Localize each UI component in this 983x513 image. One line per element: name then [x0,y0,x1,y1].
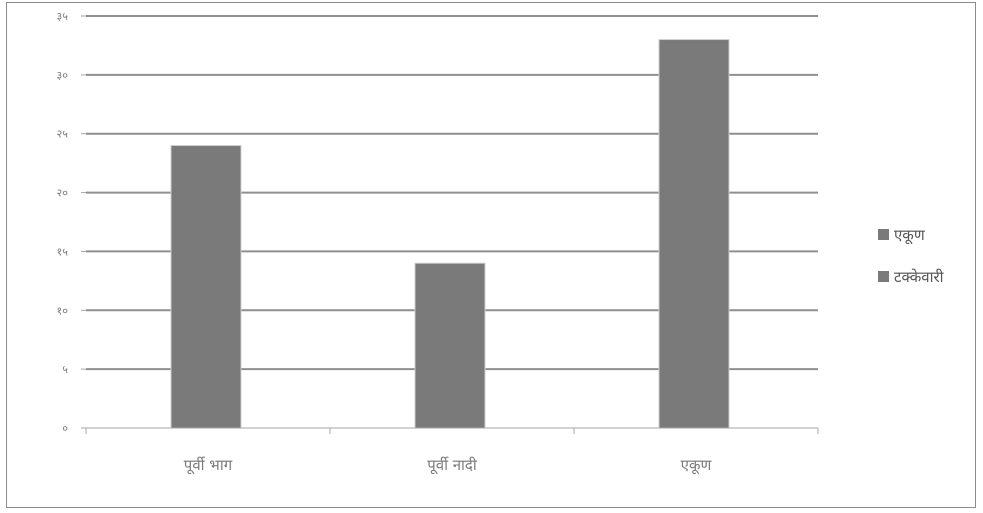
y-tick-label: ३० [57,69,69,82]
chart-frame [6,2,976,508]
y-axis-ticks: ० ५ १० १५ २० २५ ३० ३५ [57,10,86,435]
legend-label: टक्केवारी [894,268,945,286]
y-tick-label: ५ [62,363,68,376]
y-tick-label: २० [57,187,69,200]
bar [658,39,730,429]
legend-swatch [878,229,889,240]
legend-swatch [878,271,889,282]
x-category-label: पूर्वी भाग [184,456,233,475]
y-tick-label: ० [62,422,68,435]
x-category-label: पूर्वी नादी [427,456,478,475]
y-tick-label: ३५ [57,10,69,23]
y-tick-label: २५ [57,128,69,141]
bar [414,262,486,429]
bars [170,39,730,429]
y-tick-label: १० [57,304,69,317]
x-category-label: एकूण [681,456,713,475]
bar [170,144,242,429]
y-tick-label: १५ [57,245,69,258]
legend-label: एकूण [894,226,926,245]
legend: एकूण टक्केवारी [878,226,945,286]
x-axis-ticks: पूर्वी भाग पूर्वी नादी एकूण [85,428,819,475]
